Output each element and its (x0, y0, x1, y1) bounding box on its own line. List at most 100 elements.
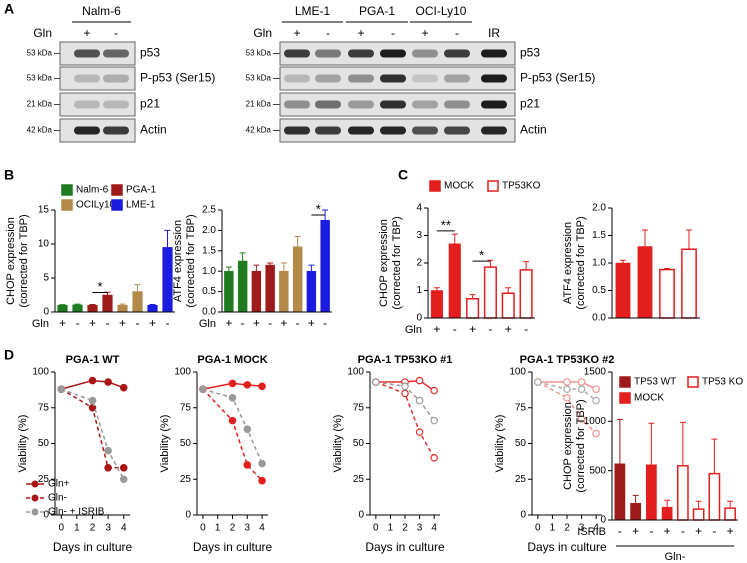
x-tick-label: + (59, 316, 66, 330)
x-tick-label: + (89, 316, 96, 330)
x-tick-label: 2 (230, 523, 236, 534)
error-bar (308, 264, 315, 272)
panel-label: D (4, 347, 14, 363)
protein-label: P-p53 (Ser15) (520, 71, 595, 85)
lane-label: + (357, 26, 364, 40)
x-axis-label: Gln (32, 318, 49, 330)
y-tick-label: 25 (38, 474, 50, 485)
chart-title: PGA-1 WT (66, 354, 120, 366)
x-tick-label: - (618, 524, 622, 538)
y-tick-label: 0.5 (592, 285, 606, 296)
y-axis-label: Viability (%) (17, 415, 29, 473)
x-tick-label: - (712, 524, 716, 538)
kda-label: 53 kDa (246, 74, 272, 83)
x-tick-label: - (296, 316, 300, 330)
bar (659, 268, 675, 319)
blot-band (444, 126, 470, 135)
point (577, 415, 586, 423)
y-tick-label: 0 (43, 307, 49, 318)
blot-band (481, 100, 507, 109)
x-tick-label: 0 (535, 523, 541, 534)
error-bar (239, 252, 246, 261)
y-axis-label: (corrected for TBP) (575, 216, 587, 309)
lane-label: IR (488, 26, 500, 40)
blot-band (380, 74, 406, 83)
x-tick-label: 0 (373, 523, 379, 534)
x-tick-label: - (323, 316, 327, 330)
blot-band (284, 49, 310, 58)
point (563, 378, 571, 386)
bar (162, 247, 173, 313)
y-tick-label: 50 (353, 438, 365, 449)
protein-label: P-p53 (Ser15) (140, 71, 215, 85)
kda-label: 53 kDa (27, 74, 53, 83)
point (430, 453, 438, 462)
blot-band (481, 49, 507, 58)
error-bar (664, 499, 671, 508)
point (88, 396, 97, 405)
y-tick-label: 0 (358, 510, 364, 521)
y-tick-label: 1.0 (202, 266, 216, 277)
x-tick-label: + (253, 316, 260, 330)
blot-band (315, 126, 341, 135)
y-axis-label: Viability (%) (332, 415, 344, 473)
bar (692, 508, 705, 521)
error-bar (664, 268, 670, 270)
blot-band (481, 126, 507, 135)
legend-label: TP53KO (502, 181, 541, 192)
panel-label: A (4, 1, 14, 17)
x-axis-label: ISRIB (577, 526, 606, 538)
series-line (202, 382, 263, 390)
kda-label: 21 kDa (246, 100, 272, 109)
chart-title: PGA-1 TP53KO #1 (358, 354, 453, 366)
legend-label: Gln- + ISRIB (48, 507, 105, 518)
blot-band (412, 49, 438, 58)
x-tick-label: - (488, 322, 492, 336)
y-axis-label: CHOP expression (5, 217, 17, 305)
y-tick-label: 50 (38, 438, 50, 449)
point (563, 385, 571, 393)
blot-header: Nalm-6 (82, 4, 121, 18)
bar (630, 502, 641, 521)
point (104, 464, 112, 472)
y-tick-label: 0.0 (202, 307, 216, 318)
y-tick-label: 25 (353, 474, 365, 485)
legend-marker (31, 494, 39, 502)
blot-band (315, 100, 341, 109)
x-tick-label: 2 (90, 523, 96, 534)
error-bar (74, 303, 81, 305)
bar (661, 506, 673, 521)
blot-band (74, 100, 100, 109)
y-tick-label: 0 (600, 515, 606, 526)
legend-label: Nalm-6 (76, 185, 109, 196)
y-tick-label: 0.0 (592, 313, 606, 324)
series-line (202, 388, 263, 464)
x-tick-label: + (505, 322, 512, 336)
lane-label: - (455, 26, 459, 40)
protein-label: Actin (520, 123, 547, 137)
error-bar (679, 421, 686, 466)
point (577, 378, 586, 386)
x-tick-label: - (136, 316, 140, 330)
bar (681, 248, 697, 319)
x-axis-label: Days in culture (53, 540, 133, 554)
x-tick-label: - (524, 322, 528, 336)
blot-header: OCI-Ly10 (416, 4, 467, 18)
blot-band (315, 49, 341, 58)
chart-title: PGA-1 TP53KO #2 (520, 354, 615, 366)
protein-label: p53 (520, 46, 540, 60)
legend-swatch (61, 184, 73, 196)
x-tick-label: 1 (550, 523, 556, 534)
error-bar (695, 500, 702, 510)
point (243, 381, 252, 389)
legend-label: MOCK (634, 393, 664, 404)
point (258, 459, 266, 468)
series-line (537, 381, 597, 390)
bar (519, 269, 533, 319)
error-bar (280, 262, 287, 272)
bar (677, 464, 689, 521)
y-axis-label: (corrected for TBP) (391, 216, 403, 309)
legend-label: OCILy10 (76, 200, 116, 211)
error-bar (451, 233, 458, 244)
point (104, 446, 112, 455)
